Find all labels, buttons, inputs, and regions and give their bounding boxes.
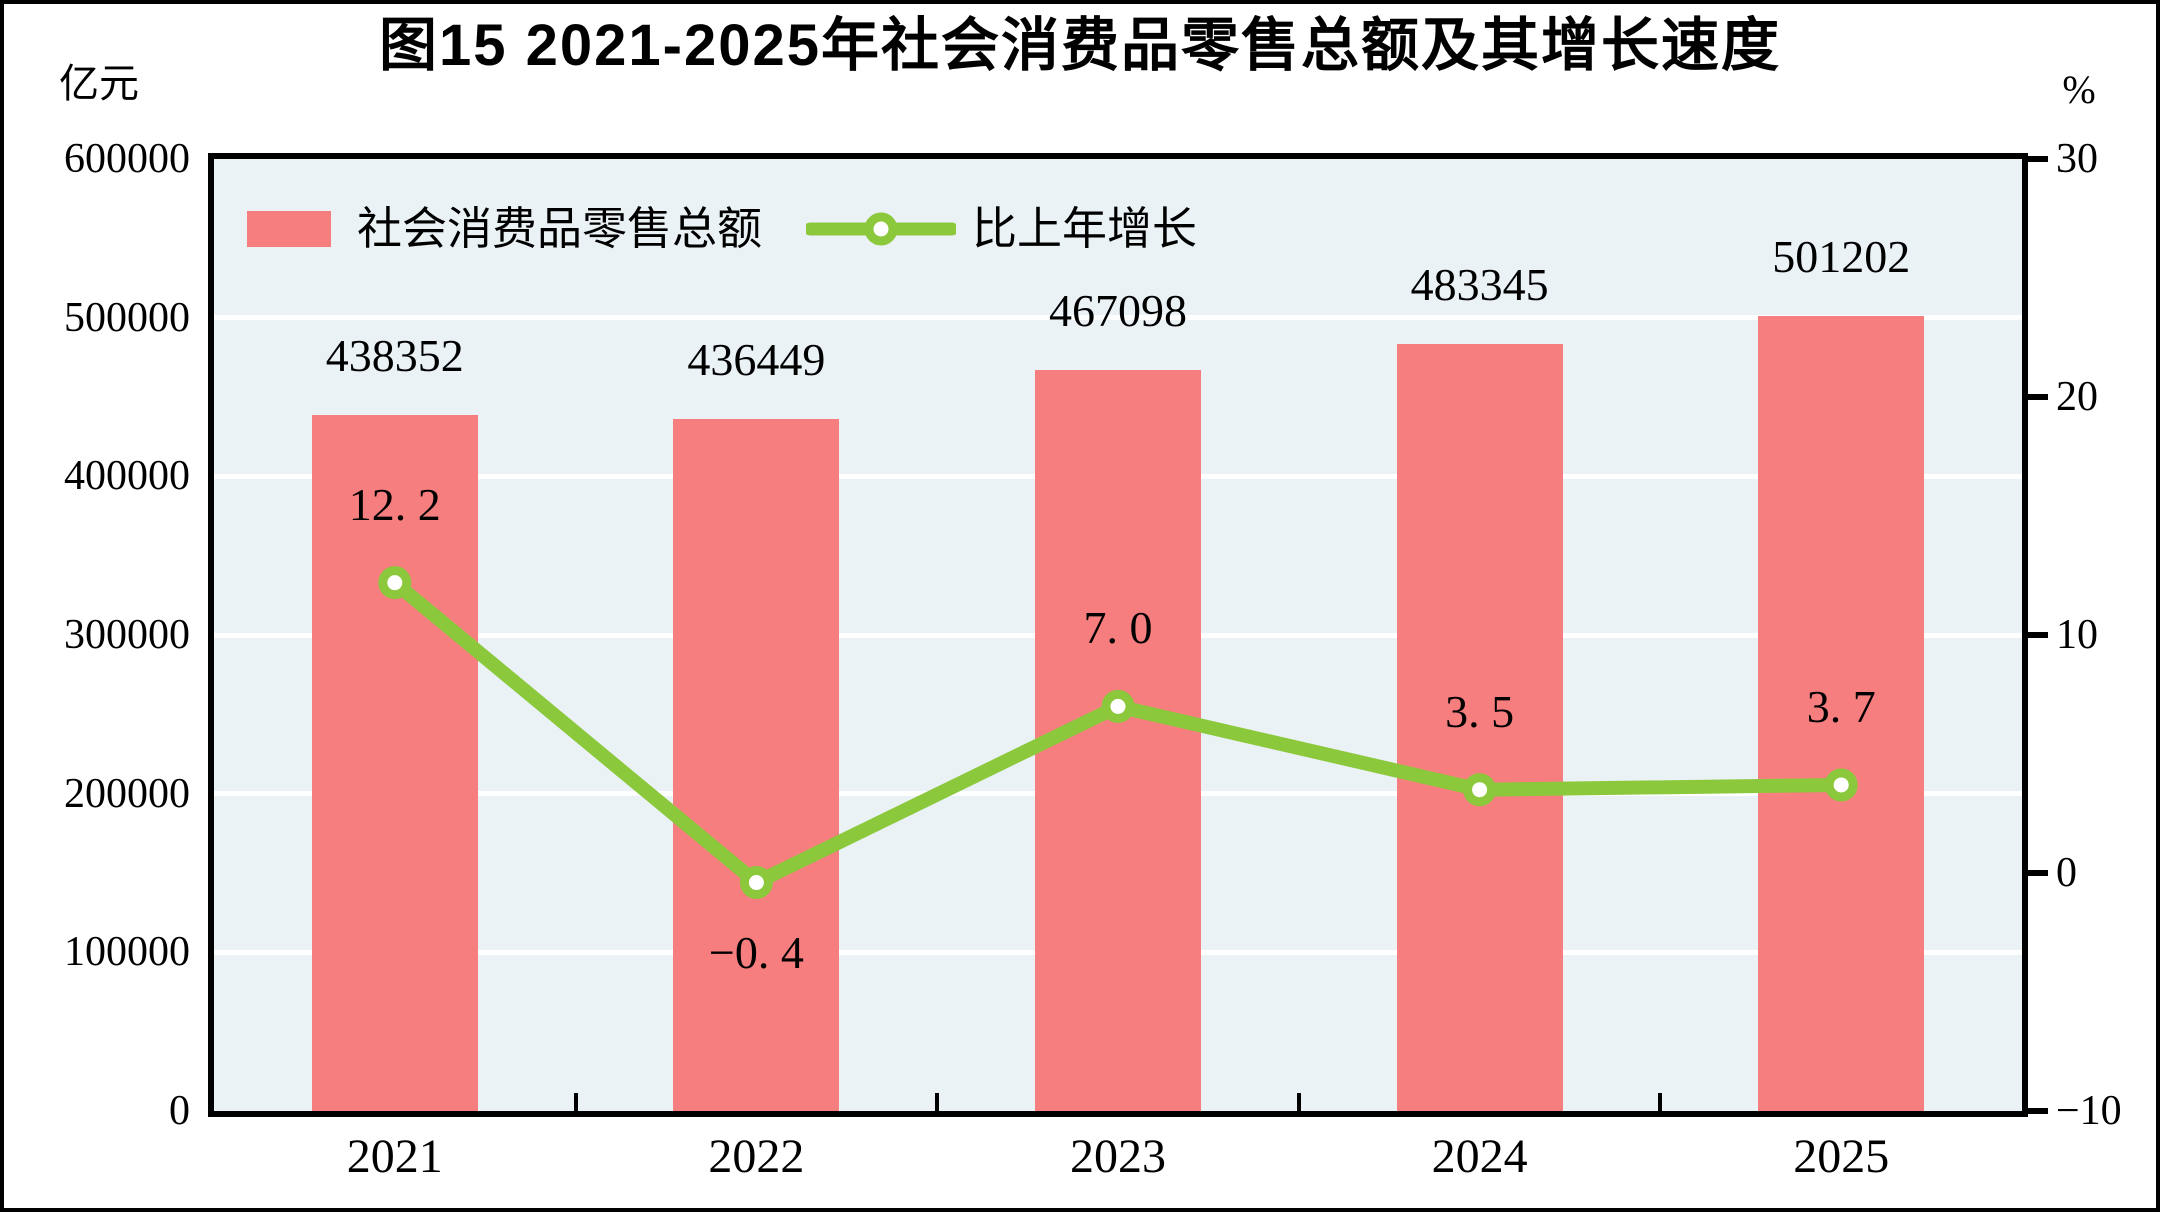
bar-value-label: 483345 [1410,259,1549,311]
left-axis-tick-label: 400000 [64,453,190,500]
right-axis-tick-label: 20 [2056,374,2098,420]
right-axis-tick-label: 30 [2056,136,2098,182]
growth-value-label: −0. 4 [708,926,804,978]
legend-bar-label: 社会消费品零售总额 [357,204,763,254]
gridline [214,315,2022,321]
bar-value-label: 501202 [1772,230,1911,282]
right-axis-tick [2026,870,2048,876]
left-axis-tick-label: 0 [169,1088,190,1134]
left-axis-tick-label: 600000 [64,136,190,182]
left-axis-tick-label: 500000 [64,294,190,341]
x-axis-label-2025: 2025 [1793,1130,1890,1183]
x-axis-boundary-tick [935,1093,940,1111]
x-axis-boundary-tick [1296,1093,1301,1111]
bar-2023 [1035,369,1201,1111]
x-axis-boundary-tick [1658,1093,1663,1111]
right-axis-tick [2026,632,2048,638]
legend-line-label: 比上年增长 [972,204,1198,254]
bar-value-label: 436449 [687,333,826,385]
x-axis-label-2021: 2021 [346,1130,443,1183]
left-axis-tick-label: 300000 [64,612,190,658]
right-axis-tick-label: 0 [2056,850,2077,896]
right-axis-tick-label: 10 [2056,612,2098,658]
x-axis-label-2024: 2024 [1431,1130,1528,1183]
growth-value-label: 3. 7 [1806,680,1876,732]
x-axis-boundary-tick [573,1093,578,1111]
x-axis-label-2022: 2022 [708,1130,805,1183]
legend: 社会消费品零售总额 比上年增长 [247,204,1197,254]
legend-bar-swatch [247,211,331,247]
x-axis-label-2023: 2023 [1070,1130,1166,1183]
growth-value-label: 7. 0 [1083,602,1153,654]
left-axis-unit-label: 亿元 [59,61,139,106]
chart-title: 图15 2021-2025年社会消费品零售总额及其增长速度 [379,13,1781,78]
growth-value-label: 3. 5 [1445,685,1515,737]
bar-value-label: 467098 [1049,284,1187,336]
right-axis-tick [2026,394,2048,400]
right-axis-tick [2026,1108,2048,1114]
bar-2022 [673,418,840,1111]
left-axis-tick-label: 100000 [64,929,190,976]
right-axis-tick-label: −10 [2056,1088,2122,1134]
right-axis-tick [2026,156,2048,162]
growth-value-label: 12. 2 [348,478,441,530]
legend-line-sample-icon [806,212,957,246]
bar-value-label: 438352 [325,330,464,382]
left-axis-tick-label: 200000 [64,770,190,817]
right-axis-unit-label: % [2062,67,2096,112]
